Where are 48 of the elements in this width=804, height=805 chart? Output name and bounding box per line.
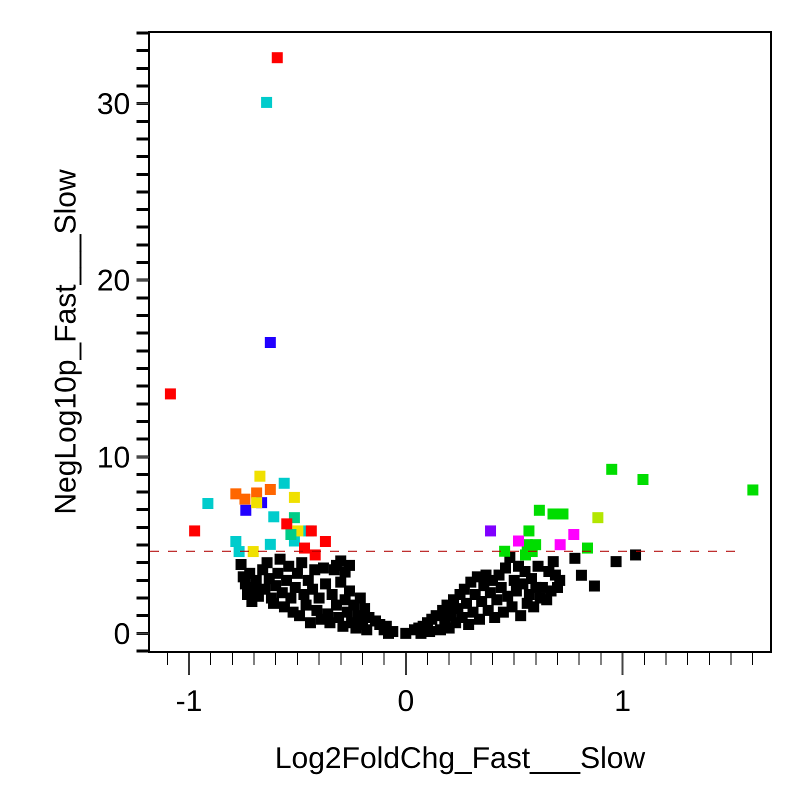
point: [240, 504, 252, 516]
point: [310, 549, 321, 560]
point: [264, 538, 276, 550]
point: [239, 494, 250, 505]
point: [582, 542, 593, 554]
point: [499, 546, 510, 557]
point: [592, 512, 604, 524]
point: [637, 474, 648, 486]
point: [164, 388, 176, 400]
y-tick-label: 20: [96, 264, 130, 298]
point: [268, 511, 280, 522]
point: [230, 536, 242, 548]
point: [306, 525, 317, 536]
point: [557, 508, 568, 520]
y-tick-label: 30: [96, 88, 130, 122]
x-tick-label: 0: [397, 684, 414, 718]
x-tick-label: -1: [176, 684, 202, 718]
point: [234, 546, 245, 558]
point: [281, 518, 292, 530]
point: [606, 464, 618, 475]
point: [189, 525, 200, 536]
point: [278, 478, 290, 489]
point: [568, 528, 580, 540]
point: [554, 539, 566, 550]
point: [548, 508, 558, 520]
point: [288, 492, 300, 503]
point: [248, 546, 259, 558]
point: [485, 525, 496, 536]
point: [264, 337, 276, 348]
point: [534, 504, 545, 516]
point: [299, 542, 310, 554]
point: [202, 498, 214, 510]
point: [320, 536, 331, 548]
point: [285, 528, 296, 540]
point: [251, 497, 262, 508]
point: [513, 536, 524, 546]
point: [254, 470, 266, 482]
point: [264, 484, 276, 495]
point: [272, 52, 283, 64]
x-tick-label: 1: [614, 684, 631, 718]
y-axis-title: NegLog10p_Fast___Slow: [49, 169, 82, 515]
point: [261, 96, 272, 108]
x-axis-title: Log2FoldChg_Fast___Slow: [274, 742, 646, 775]
point: [747, 484, 758, 496]
point: [230, 488, 242, 500]
point: [523, 525, 534, 536]
y-tick-label: 0: [114, 618, 130, 651]
y-tick-label: 10: [96, 441, 130, 474]
